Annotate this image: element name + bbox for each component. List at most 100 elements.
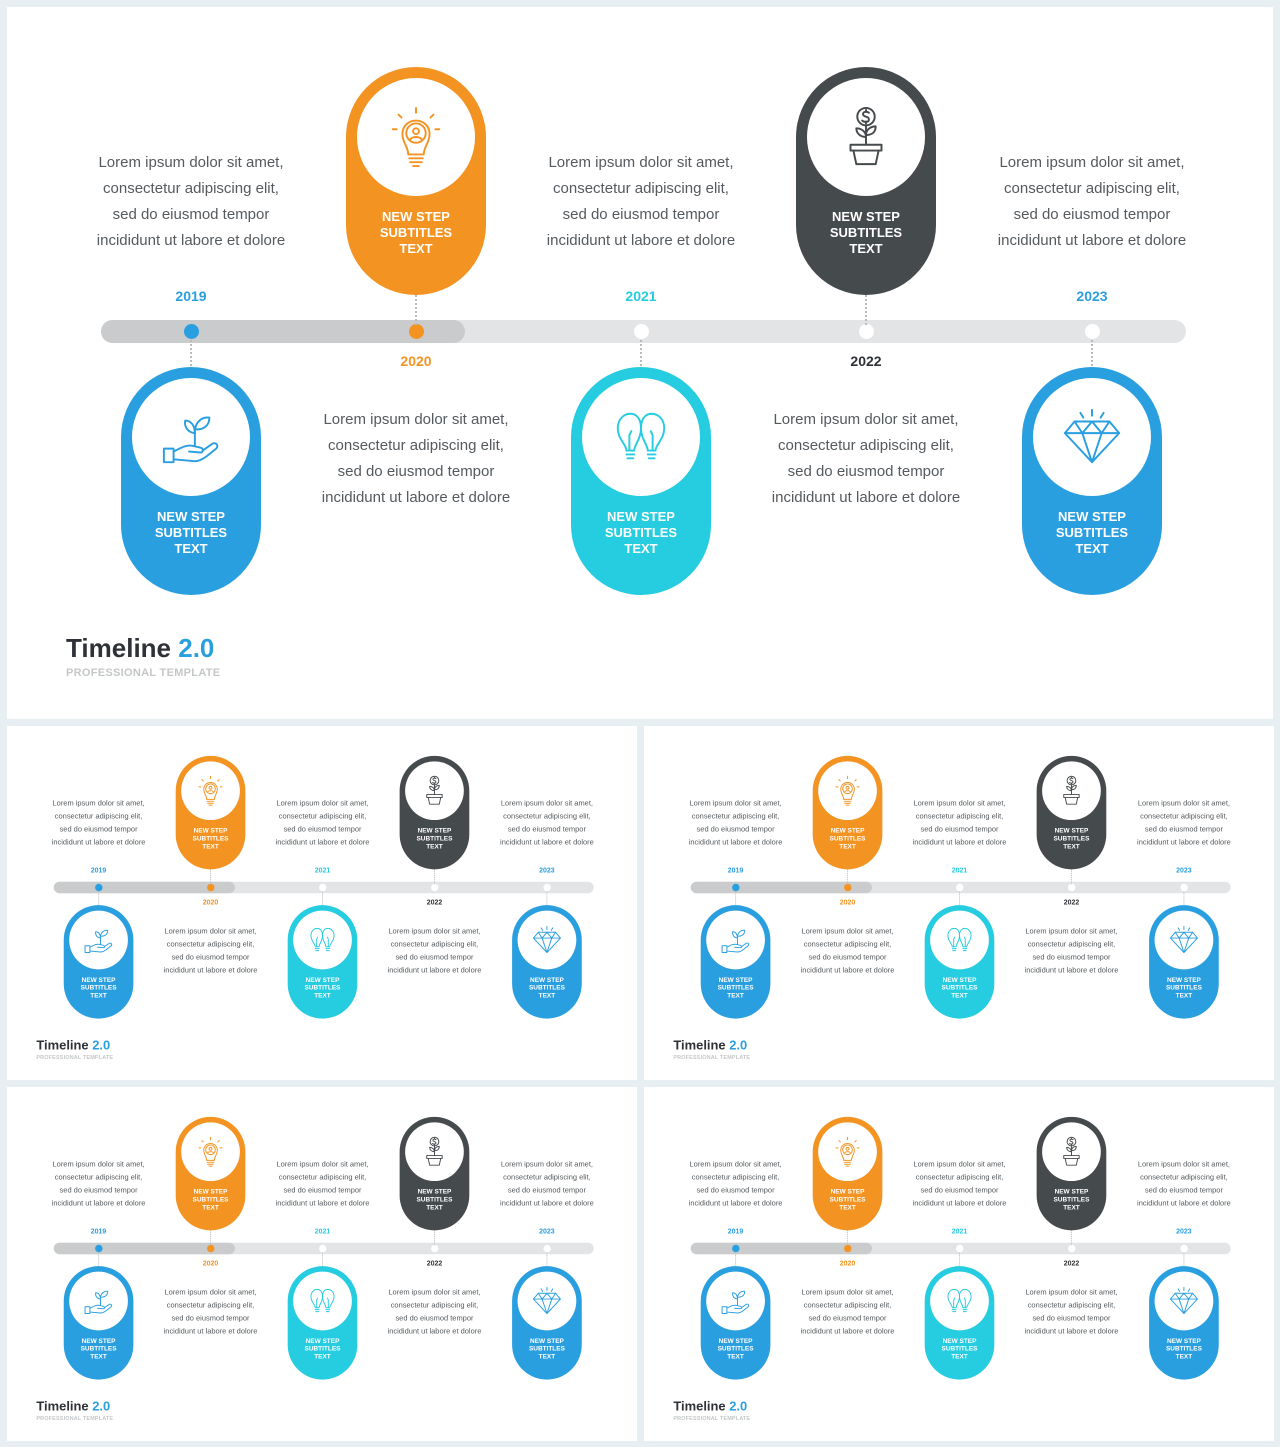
step-2-year: 2020 — [839, 898, 856, 907]
step-5-label: NEW STEP SUBTITLES TEXT — [1165, 975, 1202, 1000]
step-5-icon-circle — [517, 1271, 577, 1331]
hand-plant-icon — [721, 929, 750, 953]
step-4-connector — [433, 1230, 435, 1246]
step-1-capsule: NEW STEP SUBTITLES TEXT — [121, 367, 261, 595]
step-2-capsule: NEW STEP SUBTITLES TEXT — [812, 755, 883, 870]
thumbnail-slide-2[interactable]: Lorem ipsum dolor sit amet, consectetur … — [644, 726, 1274, 1080]
step-1-connector — [190, 340, 192, 370]
step-5-connector — [1183, 1252, 1185, 1268]
step-5-dot — [543, 883, 551, 892]
step-4-connector — [1070, 1230, 1072, 1246]
step-5-connector — [1183, 891, 1185, 907]
slide-subtitle: PROFESSIONAL TEMPLATE — [36, 1415, 114, 1422]
thumbnail-slide-1[interactable]: Lorem ipsum dolor sit amet, consectetur … — [7, 726, 637, 1080]
step-5-dot — [1084, 324, 1100, 339]
step-4-icon-circle — [405, 761, 464, 821]
step-2-connector — [210, 869, 212, 885]
step-3-year: 2021 — [314, 1226, 331, 1235]
step-5-dot — [543, 1244, 551, 1253]
step-1-dot — [94, 883, 103, 892]
step-5-connector — [1091, 340, 1093, 370]
step-5-label: NEW STEP SUBTITLES TEXT — [528, 1336, 565, 1361]
lightbulb-person-icon — [198, 775, 223, 806]
lightbulb-person-icon — [835, 775, 860, 806]
step-2-dot — [843, 883, 852, 892]
step-5-year: 2023 — [1176, 865, 1192, 874]
step-1-dot — [94, 1244, 103, 1253]
step-4-year: 2022 — [850, 353, 882, 369]
title-main: Timeline — [673, 1037, 726, 1053]
step-1-label: NEW STEP SUBTITLES TEXT — [80, 975, 117, 1000]
step-5-capsule: NEW STEP SUBTITLES TEXT — [1149, 1266, 1219, 1380]
step-4-year: 2022 — [1063, 1259, 1080, 1268]
step-4-year: 2022 — [1063, 898, 1080, 907]
slide-subtitle: PROFESSIONAL TEMPLATE — [36, 1054, 114, 1061]
step-3-year: 2021 — [314, 865, 331, 874]
step-3-capsule: NEW STEP SUBTITLES TEXT — [571, 367, 711, 595]
step-5-label: NEW STEP SUBTITLES TEXT — [1165, 1336, 1202, 1361]
title-accent: 2.0 — [729, 1398, 748, 1414]
step-3-icon-circle — [293, 1271, 352, 1331]
step-3-description: Lorem ipsum dolor sit amet, consectetur … — [275, 799, 370, 847]
step-1-year: 2019 — [175, 288, 207, 304]
step-4-connector — [865, 295, 867, 325]
title-accent: 2.0 — [92, 1398, 111, 1414]
step-2-connector — [847, 869, 849, 885]
step-2-connector — [847, 1230, 849, 1246]
step-1-label: NEW STEP SUBTITLES TEXT — [717, 975, 754, 1000]
step-5-year: 2023 — [539, 865, 555, 874]
step-5-year: 2023 — [539, 1226, 555, 1235]
step-3-icon-circle — [930, 910, 989, 970]
step-5-capsule: NEW STEP SUBTITLES TEXT — [512, 1266, 582, 1380]
step-4-capsule: NEW STEP SUBTITLES TEXT — [399, 755, 470, 870]
step-4-capsule: NEW STEP SUBTITLES TEXT — [796, 67, 936, 295]
timeline-slide-content: Lorem ipsum dolor sit amet, consectetur … — [644, 1087, 1274, 1441]
diamond-icon — [1063, 408, 1121, 464]
step-3-dot — [955, 1244, 964, 1253]
step-1-description: Lorem ipsum dolor sit amet, consectetur … — [96, 154, 286, 249]
step-3-description: Lorem ipsum dolor sit amet, consectetur … — [912, 799, 1007, 847]
step-3-dot — [318, 1244, 327, 1253]
step-1-year: 2019 — [90, 1226, 107, 1235]
money-plant-icon — [426, 1136, 443, 1166]
step-2-description: Lorem ipsum dolor sit amet, consectetur … — [163, 927, 258, 975]
step-5-icon-circle — [517, 910, 577, 970]
step-4-icon-circle — [807, 78, 925, 196]
step-2-label: NEW STEP SUBTITLES TEXT — [192, 826, 229, 850]
step-3-year: 2021 — [951, 865, 968, 874]
step-2-icon-circle — [818, 761, 877, 821]
timeline-slide-content: Lorem ipsum dolor sit amet, consectetur … — [7, 1087, 637, 1441]
step-3-capsule: NEW STEP SUBTITLES TEXT — [924, 905, 995, 1019]
step-4-connector — [433, 869, 435, 885]
step-1-capsule: NEW STEP SUBTITLES TEXT — [700, 905, 771, 1019]
thumbnail-slide-3[interactable]: Lorem ipsum dolor sit amet, consectetur … — [7, 1087, 637, 1441]
step-1-year: 2019 — [727, 865, 744, 874]
step-1-icon-circle — [706, 910, 765, 970]
step-4-label: NEW STEP SUBTITLES TEXT — [829, 209, 903, 256]
title-accent: 2.0 — [729, 1037, 748, 1053]
slide-subtitle: PROFESSIONAL TEMPLATE — [673, 1415, 751, 1422]
step-1-label: NEW STEP SUBTITLES TEXT — [154, 509, 228, 556]
money-plant-icon — [426, 775, 443, 805]
step-3-label: NEW STEP SUBTITLES TEXT — [941, 975, 978, 1000]
slide-subtitle: PROFESSIONAL TEMPLATE — [673, 1054, 751, 1061]
step-5-year: 2023 — [1176, 1226, 1192, 1235]
step-3-connector — [322, 1252, 323, 1268]
thumbnail-slide-4[interactable]: Lorem ipsum dolor sit amet, consectetur … — [644, 1087, 1274, 1441]
step-5-description: Lorem ipsum dolor sit amet, consectetur … — [997, 154, 1187, 249]
step-3-capsule: NEW STEP SUBTITLES TEXT — [287, 905, 358, 1019]
step-1-year: 2019 — [90, 865, 107, 874]
diamond-icon — [532, 1287, 561, 1314]
step-2-connector — [415, 295, 417, 325]
step-3-label: NEW STEP SUBTITLES TEXT — [304, 1336, 341, 1361]
step-4-connector — [1070, 869, 1072, 885]
step-5-dot — [1180, 1244, 1188, 1253]
timeline-slide-content: Lorem ipsum dolor sit amet, consectetur … — [644, 726, 1274, 1080]
lightbulb-person-icon — [391, 106, 441, 168]
step-5-capsule: NEW STEP SUBTITLES TEXT — [512, 905, 582, 1019]
step-4-label: NEW STEP SUBTITLES TEXT — [416, 1187, 453, 1211]
step-4-capsule: NEW STEP SUBTITLES TEXT — [399, 1116, 470, 1231]
step-4-year: 2022 — [426, 1259, 443, 1268]
lightbulb-person-icon — [835, 1136, 860, 1167]
step-2-icon-circle — [181, 761, 240, 821]
